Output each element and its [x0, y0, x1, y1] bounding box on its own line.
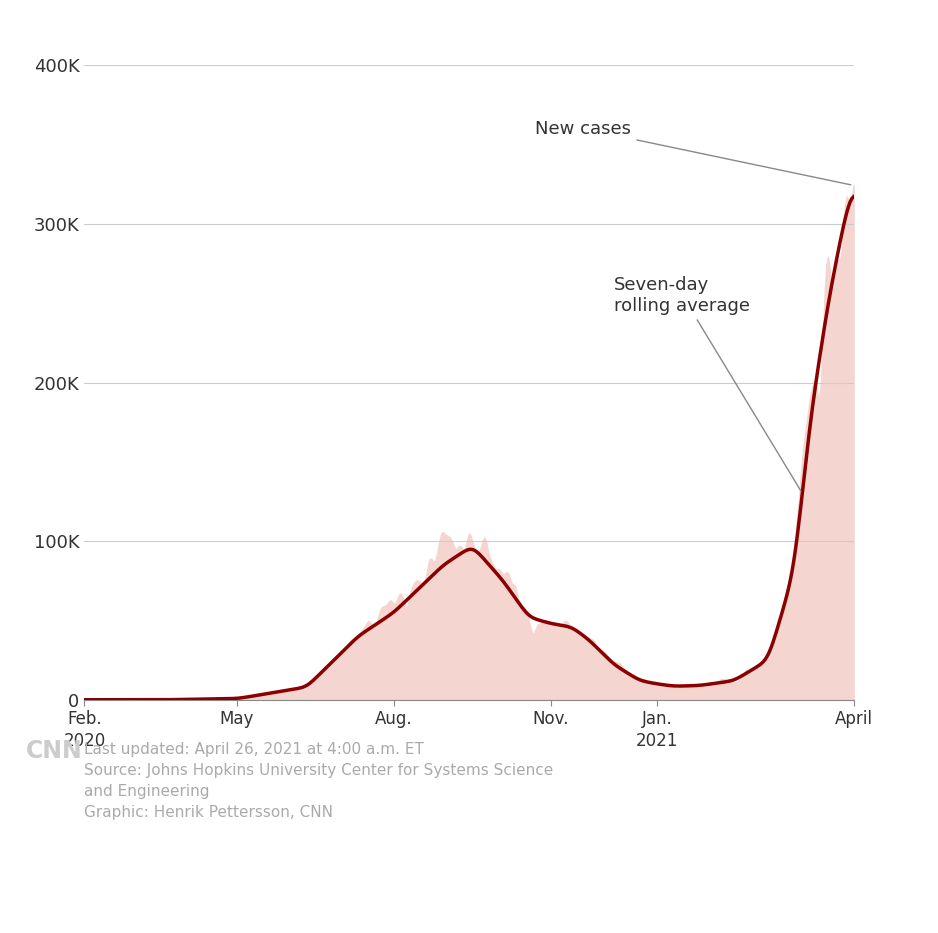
Text: Seven-day
rolling average: Seven-day rolling average — [614, 276, 801, 491]
Text: New cases: New cases — [536, 119, 851, 185]
Text: CNN: CNN — [26, 739, 83, 763]
Text: Last updated: April 26, 2021 at 4:00 a.m. ET
Source: Johns Hopkins University Ce: Last updated: April 26, 2021 at 4:00 a.m… — [84, 742, 553, 820]
